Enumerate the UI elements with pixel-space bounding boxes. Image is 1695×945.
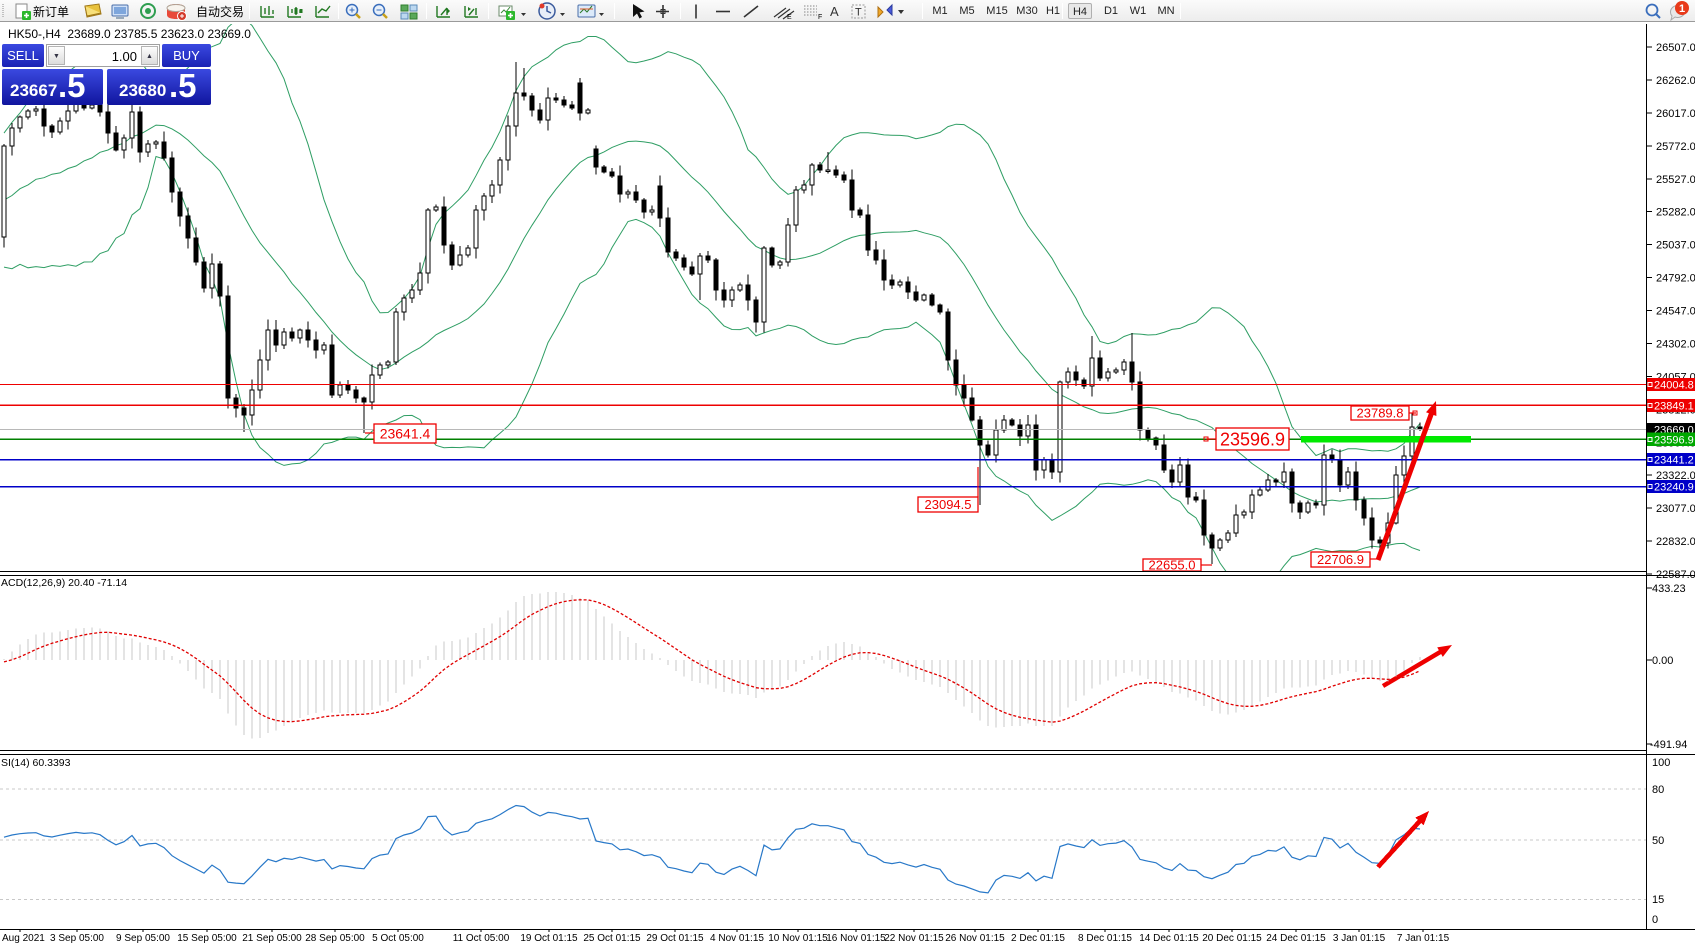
svg-text:15 Sep 05:00: 15 Sep 05:00 <box>177 933 237 944</box>
svg-text:8 Dec 01:15: 8 Dec 01:15 <box>1078 933 1132 944</box>
svg-text:24547.0: 24547.0 <box>1656 306 1695 318</box>
svg-text:25 Oct 01:15: 25 Oct 01:15 <box>583 933 641 944</box>
svg-text:ACD(12,26,9) 20.40 -71.14: ACD(12,26,9) 20.40 -71.14 <box>1 577 127 589</box>
svg-text:23641.4: 23641.4 <box>380 426 431 442</box>
svg-text:21 Sep 05:00: 21 Sep 05:00 <box>242 933 302 944</box>
svg-text:22587.0: 22587.0 <box>1656 569 1695 581</box>
svg-text:20 Dec 01:15: 20 Dec 01:15 <box>1202 933 1262 944</box>
svg-text:23322.0: 23322.0 <box>1656 470 1695 482</box>
svg-text:25037.0: 25037.0 <box>1656 240 1695 252</box>
svg-text:100: 100 <box>1652 757 1670 769</box>
svg-text:HK50-,H4 23689.0 23785.5 2362: HK50-,H4 23689.0 23785.5 23623.0 23669.0 <box>8 27 251 41</box>
svg-text:25282.0: 25282.0 <box>1656 207 1695 219</box>
svg-text:-491.94: -491.94 <box>1650 739 1687 751</box>
svg-text:16 Nov 01:15: 16 Nov 01:15 <box>826 933 886 944</box>
svg-text:26262.0: 26262.0 <box>1656 75 1695 87</box>
svg-text:25772.0: 25772.0 <box>1656 141 1695 153</box>
svg-text:2 Dec 01:15: 2 Dec 01:15 <box>1011 933 1065 944</box>
svg-text:23441.2: 23441.2 <box>1654 455 1694 467</box>
svg-text:22832.0: 22832.0 <box>1656 536 1695 548</box>
svg-text:E: E <box>787 14 792 21</box>
svg-text:26017.0: 26017.0 <box>1656 108 1695 120</box>
svg-text:10 Nov 01:15: 10 Nov 01:15 <box>768 933 828 944</box>
svg-text:7 Jan 01:15: 7 Jan 01:15 <box>1397 933 1450 944</box>
svg-text:23596.9: 23596.9 <box>1654 434 1694 446</box>
svg-text:A: A <box>830 4 839 19</box>
svg-text:0.00: 0.00 <box>1652 655 1673 667</box>
svg-text:24004.8: 24004.8 <box>1654 380 1694 392</box>
svg-text:26507.0: 26507.0 <box>1656 42 1695 54</box>
svg-text:1: 1 <box>1679 3 1685 15</box>
svg-text:24 Dec 01:15: 24 Dec 01:15 <box>1266 933 1326 944</box>
svg-text:29 Oct 01:15: 29 Oct 01:15 <box>646 933 704 944</box>
svg-text:11 Oct 05:00: 11 Oct 05:00 <box>453 933 510 944</box>
svg-text:22655.0: 22655.0 <box>1149 558 1196 573</box>
svg-text:24792.0: 24792.0 <box>1656 273 1695 285</box>
svg-text:23789.8: 23789.8 <box>1357 406 1404 421</box>
svg-text:自动交易: 自动交易 <box>196 4 244 19</box>
svg-text:26 Nov 01:15: 26 Nov 01:15 <box>945 933 1005 944</box>
svg-text:新订单: 新订单 <box>33 4 69 19</box>
svg-text:F: F <box>818 14 822 21</box>
svg-text:0: 0 <box>1652 914 1658 926</box>
svg-text:24302.0: 24302.0 <box>1656 339 1695 351</box>
svg-text:22706.9: 22706.9 <box>1317 552 1364 567</box>
svg-text:3 Jan 01:15: 3 Jan 01:15 <box>1333 933 1386 944</box>
svg-text:Aug 2021: Aug 2021 <box>2 933 45 944</box>
svg-text:50: 50 <box>1652 835 1664 847</box>
svg-text:9 Sep 05:00: 9 Sep 05:00 <box>116 933 170 944</box>
svg-text:3 Sep 05:00: 3 Sep 05:00 <box>50 933 104 944</box>
svg-text:23077.0: 23077.0 <box>1656 503 1695 515</box>
svg-text:5 Oct 05:00: 5 Oct 05:00 <box>372 933 424 944</box>
svg-text:19 Oct 01:15: 19 Oct 01:15 <box>520 933 578 944</box>
svg-text:25527.0: 25527.0 <box>1656 174 1695 186</box>
svg-text:23849.1: 23849.1 <box>1654 401 1694 413</box>
svg-text:14 Dec 01:15: 14 Dec 01:15 <box>1139 933 1199 944</box>
svg-text:4 Nov 01:15: 4 Nov 01:15 <box>710 933 764 944</box>
svg-text:23094.5: 23094.5 <box>925 497 972 512</box>
svg-text:433.23: 433.23 <box>1652 583 1686 595</box>
svg-text:28 Sep 05:00: 28 Sep 05:00 <box>305 933 365 944</box>
svg-text:15: 15 <box>1652 894 1664 906</box>
svg-text:22 Nov 01:15: 22 Nov 01:15 <box>884 933 944 944</box>
svg-text:SI(14) 60.3393: SI(14) 60.3393 <box>1 757 71 769</box>
svg-text:80: 80 <box>1652 784 1664 796</box>
svg-text:23240.9: 23240.9 <box>1654 482 1694 494</box>
svg-text:23596.9: 23596.9 <box>1220 429 1285 449</box>
svg-text:T: T <box>855 7 862 19</box>
